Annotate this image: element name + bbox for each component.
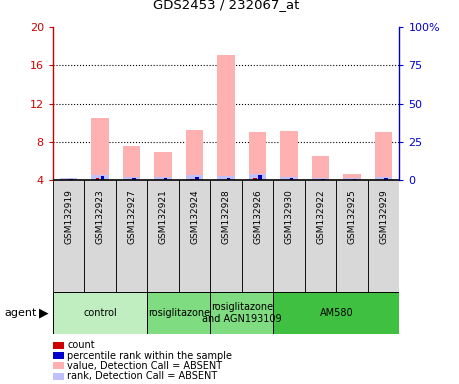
Text: GSM132923: GSM132923 xyxy=(95,189,105,244)
Text: ▶: ▶ xyxy=(39,306,48,319)
Bar xyxy=(343,178,361,180)
Bar xyxy=(368,180,399,292)
Bar xyxy=(242,180,273,292)
Bar xyxy=(280,177,298,180)
Text: GSM132928: GSM132928 xyxy=(222,189,230,244)
Text: GDS2453 / 232067_at: GDS2453 / 232067_at xyxy=(153,0,299,12)
Text: GSM132925: GSM132925 xyxy=(347,189,357,244)
Text: GSM132919: GSM132919 xyxy=(64,189,73,244)
Text: GSM132927: GSM132927 xyxy=(127,189,136,244)
Bar xyxy=(60,178,77,180)
Text: GSM132929: GSM132929 xyxy=(379,189,388,244)
Text: GSM132922: GSM132922 xyxy=(316,189,325,244)
Bar xyxy=(249,174,266,180)
Bar xyxy=(53,292,147,334)
Bar xyxy=(186,130,203,180)
Bar xyxy=(132,178,136,180)
Bar xyxy=(154,177,172,180)
Bar xyxy=(227,178,230,180)
Bar xyxy=(91,175,109,180)
Bar xyxy=(123,177,140,180)
Bar xyxy=(116,180,147,292)
Bar xyxy=(186,175,203,180)
Bar xyxy=(280,131,298,180)
Bar xyxy=(218,176,235,180)
Bar xyxy=(164,178,168,180)
Bar xyxy=(336,180,368,292)
Bar xyxy=(91,118,109,180)
Bar xyxy=(273,180,305,292)
Text: AM580: AM580 xyxy=(319,308,353,318)
Bar xyxy=(147,292,210,334)
Bar xyxy=(305,180,336,292)
Bar xyxy=(210,180,242,292)
Bar xyxy=(353,179,357,180)
Bar xyxy=(179,180,210,292)
Bar xyxy=(290,178,293,180)
Bar xyxy=(190,179,194,180)
Text: GSM132926: GSM132926 xyxy=(253,189,262,244)
Bar xyxy=(123,146,140,180)
Bar xyxy=(218,55,235,180)
Bar xyxy=(53,180,84,292)
Bar xyxy=(273,292,399,334)
Text: GSM132930: GSM132930 xyxy=(285,189,294,244)
Text: rosiglitazone: rosiglitazone xyxy=(148,308,210,318)
Text: GSM132921: GSM132921 xyxy=(158,189,168,244)
Bar xyxy=(375,177,392,180)
Text: rank, Detection Call = ABSENT: rank, Detection Call = ABSENT xyxy=(67,371,218,381)
Text: control: control xyxy=(83,308,117,318)
Text: count: count xyxy=(67,340,95,350)
Text: value, Detection Call = ABSENT: value, Detection Call = ABSENT xyxy=(67,361,223,371)
Text: GSM132924: GSM132924 xyxy=(190,189,199,244)
Bar xyxy=(312,178,329,180)
Bar xyxy=(249,131,266,180)
Bar xyxy=(101,176,105,180)
Bar xyxy=(375,132,392,180)
Text: rosiglitazone
and AGN193109: rosiglitazone and AGN193109 xyxy=(202,302,282,324)
Bar xyxy=(69,179,73,180)
Bar xyxy=(312,157,329,180)
Bar xyxy=(195,177,199,180)
Bar xyxy=(384,178,388,180)
Text: agent: agent xyxy=(5,308,37,318)
Bar xyxy=(253,178,257,180)
Bar xyxy=(343,174,361,180)
Bar xyxy=(154,152,172,180)
Bar xyxy=(95,178,100,180)
Bar xyxy=(60,179,77,180)
Bar xyxy=(258,175,262,180)
Text: percentile rank within the sample: percentile rank within the sample xyxy=(67,351,232,361)
Bar xyxy=(84,180,116,292)
Bar xyxy=(210,292,273,334)
Bar xyxy=(147,180,179,292)
Bar xyxy=(321,179,325,180)
